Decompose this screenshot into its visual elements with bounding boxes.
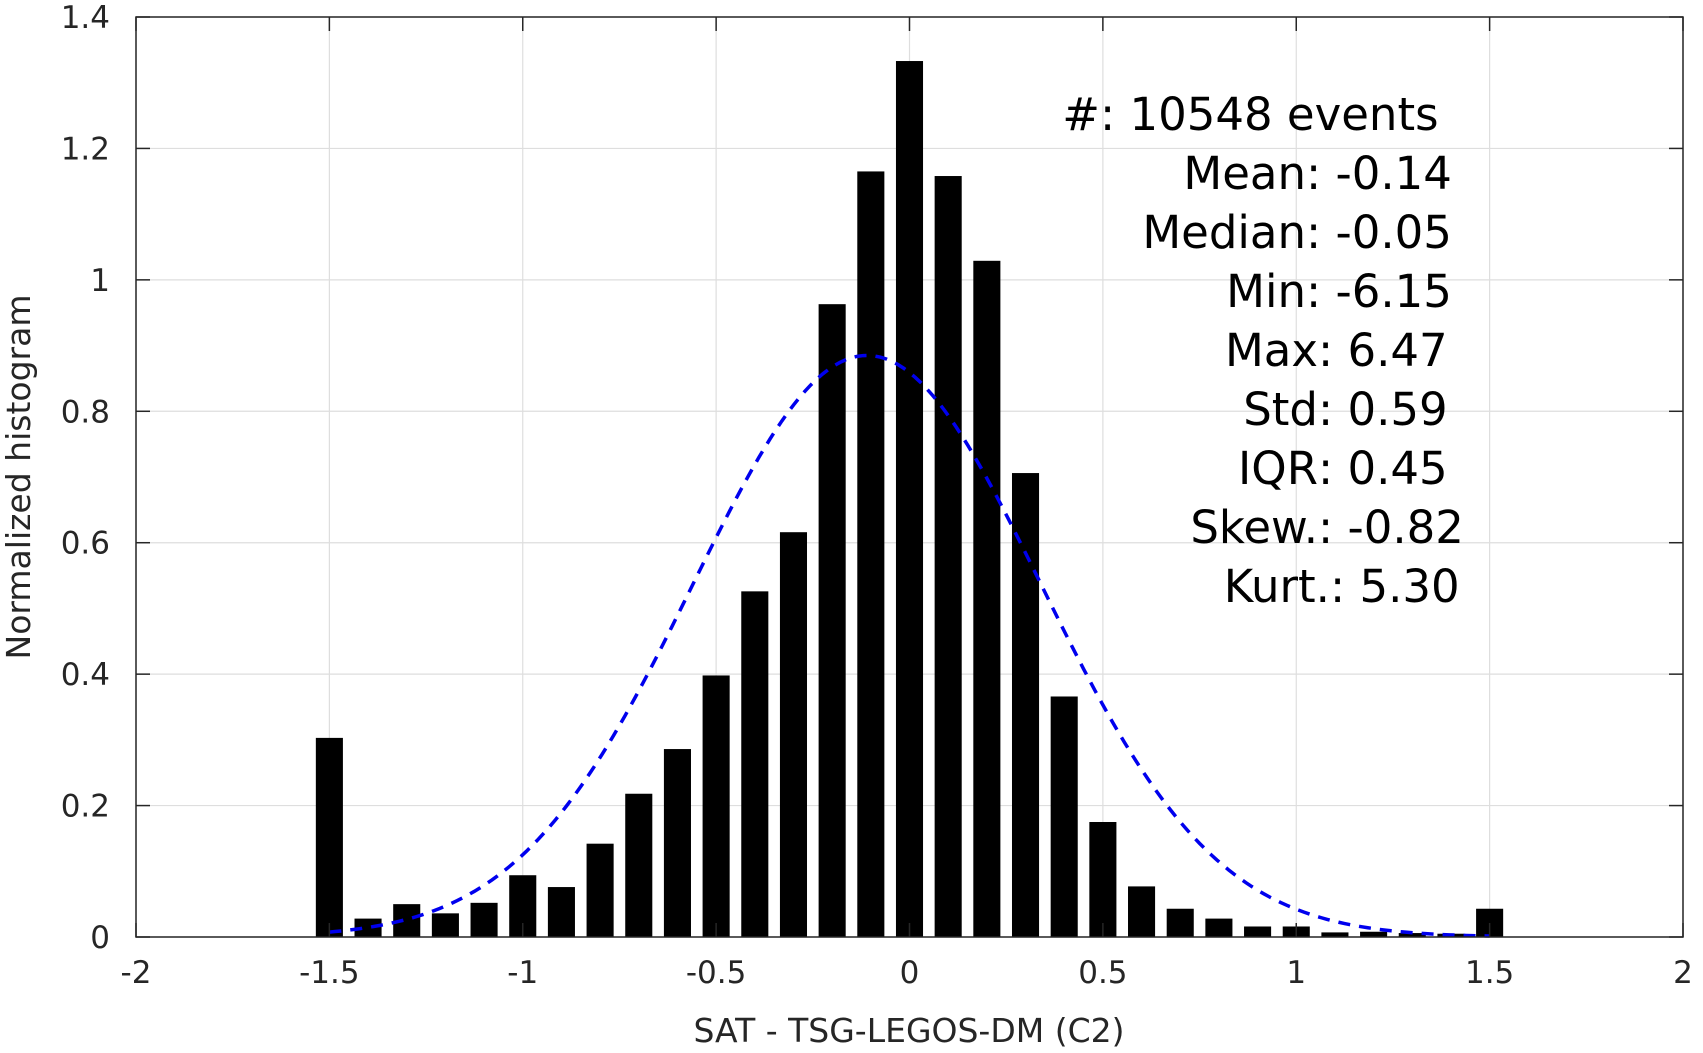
histogram-bar bbox=[934, 176, 962, 937]
stat-label: Kurt. bbox=[1224, 560, 1330, 613]
y-tick-labels: 0 0.2 0.4 0.6 0.8 1 1.2 1.4 bbox=[61, 0, 110, 956]
x-tick-label: -1 bbox=[507, 955, 538, 991]
histogram-bar bbox=[663, 749, 691, 937]
stat-value: : 6.47 bbox=[1318, 324, 1448, 377]
stat-label: # bbox=[1062, 88, 1100, 141]
histogram-bar bbox=[818, 304, 846, 938]
stat-label: Median bbox=[1142, 206, 1306, 259]
histogram-bar bbox=[1321, 932, 1349, 937]
y-tick-label: 1 bbox=[90, 263, 110, 299]
stat-label: Std bbox=[1243, 383, 1318, 436]
y-tick-label: 1.2 bbox=[61, 131, 110, 167]
histogram-bar bbox=[1166, 908, 1194, 937]
x-tick-label: -1.5 bbox=[299, 955, 360, 991]
histogram-bar bbox=[1011, 473, 1040, 937]
stat-value: : 10548 events bbox=[1100, 88, 1439, 141]
histogram-bar bbox=[470, 902, 498, 937]
histogram-bar bbox=[586, 843, 614, 937]
histogram-bar bbox=[1205, 918, 1233, 937]
histogram-bar bbox=[1128, 886, 1156, 937]
y-axis-title: Normalized histogram bbox=[0, 295, 38, 660]
stat-label: Skew. bbox=[1190, 501, 1318, 554]
stat-value: : -0.05 bbox=[1306, 206, 1452, 259]
x-tick-label: -2 bbox=[121, 955, 152, 991]
histogram-bar bbox=[779, 532, 808, 937]
y-tick-label: 0.4 bbox=[61, 657, 110, 693]
histogram-bar bbox=[625, 793, 653, 937]
normal-fit-curve bbox=[329, 353, 1490, 938]
histogram-bar bbox=[973, 260, 1001, 937]
stat-value: : -0.82 bbox=[1318, 501, 1464, 554]
y-tick-label: 0.2 bbox=[61, 789, 110, 825]
stat-label: Mean bbox=[1183, 147, 1306, 200]
x-tick-labels: -2 -1.5 -1 -0.5 0 0.5 1 1.5 2 bbox=[121, 955, 1693, 991]
histogram-bar bbox=[857, 171, 885, 937]
stat-value: : 5.30 bbox=[1330, 560, 1460, 613]
histogram-bar bbox=[1360, 931, 1388, 937]
histogram-bar bbox=[741, 591, 769, 937]
histogram-bar bbox=[431, 913, 459, 937]
histogram-bar bbox=[895, 61, 924, 938]
stat-label: IQR bbox=[1238, 442, 1318, 495]
histogram-bar bbox=[1398, 933, 1426, 937]
x-tick-label: 1 bbox=[1286, 955, 1306, 991]
stat-value: : 0.45 bbox=[1318, 442, 1448, 495]
histogram-bar bbox=[1050, 696, 1078, 937]
histogram-bar bbox=[1244, 926, 1272, 937]
stat-value: : -0.14 bbox=[1306, 147, 1452, 200]
histogram-bars bbox=[315, 61, 1504, 938]
x-tick-label: -0.5 bbox=[686, 955, 747, 991]
histogram-bar bbox=[702, 675, 730, 937]
histogram-bar bbox=[547, 887, 575, 937]
stat-label: Min bbox=[1226, 265, 1306, 318]
stat-label: Max bbox=[1225, 324, 1318, 377]
x-axis-title: SAT - TSG-LEGOS-DM (C2) bbox=[694, 1011, 1125, 1050]
axis-ticks bbox=[135, 16, 1684, 938]
y-tick-label: 0.8 bbox=[61, 394, 110, 430]
stat-value: : 0.59 bbox=[1318, 383, 1448, 436]
stat-value: : -6.15 bbox=[1306, 265, 1452, 318]
x-tick-label: 0 bbox=[900, 955, 920, 991]
histogram-bar bbox=[354, 918, 382, 937]
y-tick-label: 0 bbox=[90, 920, 110, 956]
histogram-bar bbox=[1089, 822, 1117, 937]
x-tick-label: 2 bbox=[1673, 955, 1693, 991]
x-tick-label: 0.5 bbox=[1078, 955, 1127, 991]
y-tick-label: 0.6 bbox=[61, 526, 110, 562]
histogram-bar bbox=[315, 737, 343, 937]
y-tick-label: 1.4 bbox=[61, 0, 110, 36]
x-tick-label: 1.5 bbox=[1465, 955, 1514, 991]
